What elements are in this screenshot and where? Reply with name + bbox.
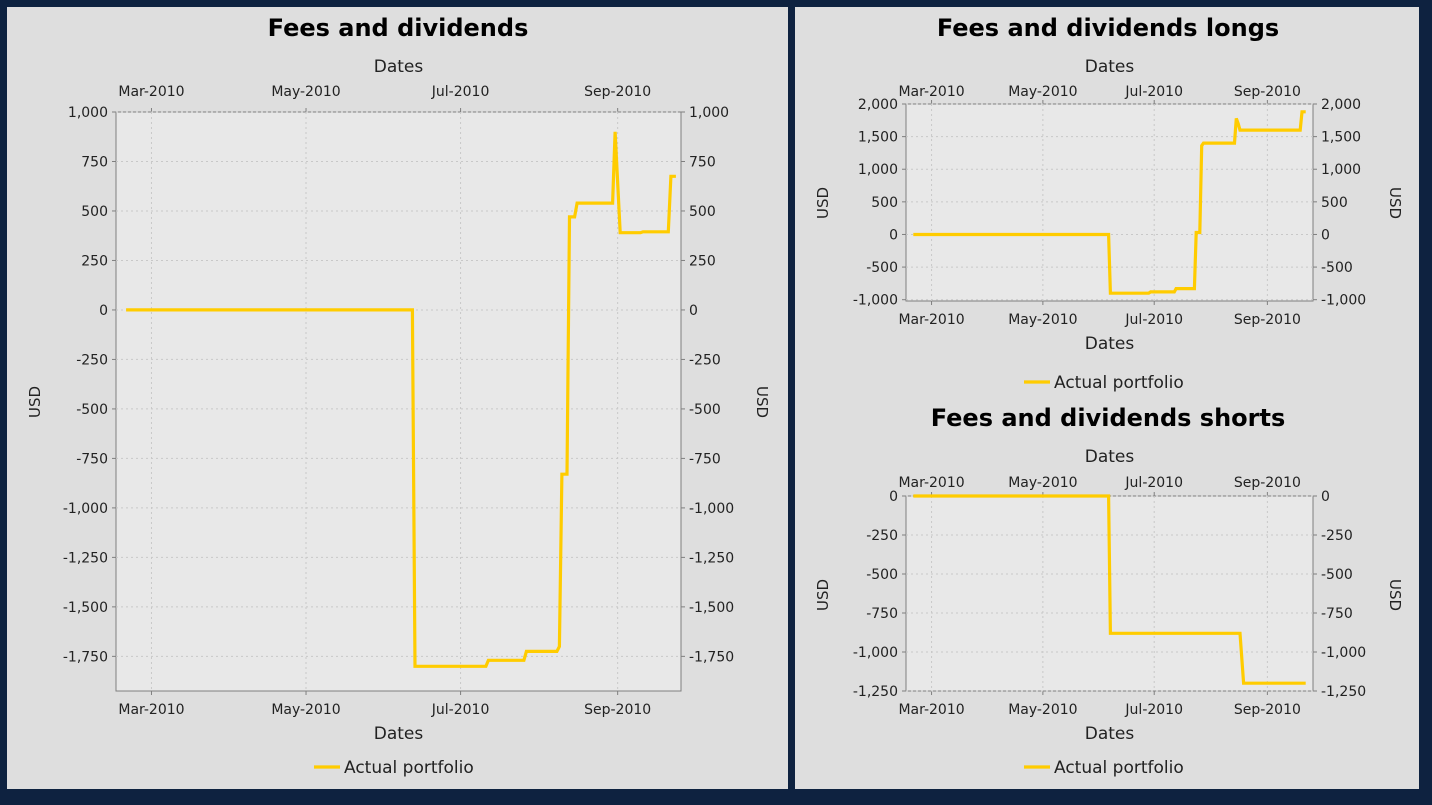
chart2-y-tick-label-right: 500 (1321, 195, 1348, 211)
chart1-x-tick-label-bottom: May-2010 (271, 702, 340, 718)
chart2-y-tick-label-right: 0 (1321, 227, 1330, 243)
chart3-x-tick-label-bottom: May-2010 (1008, 702, 1077, 718)
chart3-y-tick-label-left: -500 (866, 567, 898, 583)
chart1-series-line (126, 131, 676, 668)
chart2-y-tick-label-right: 2,000 (1321, 97, 1361, 113)
chart1-x-tick-label-top: May-2010 (271, 84, 340, 100)
chart1-y-tick-label-left: -1,250 (63, 550, 108, 566)
chart2-y-axis-label-left: USD (814, 187, 832, 219)
chart1-y-tick-label-right: 1,000 (689, 105, 729, 121)
chart3-y-axis-label-right: USD (1386, 579, 1404, 611)
chart2-y-tick-label-left: -500 (866, 260, 898, 276)
chart2-y-tick-label-left: 500 (871, 195, 898, 211)
chart1-y-tick-label-right: -500 (689, 402, 721, 418)
chart3-y-tick-label-right: 0 (1321, 489, 1330, 505)
chart2-y-tick-label-left: 2,000 (858, 97, 898, 113)
chart3-x-axis-label-top: Dates (1085, 447, 1135, 467)
chart3-title: Fees and dividends shorts (931, 404, 1286, 432)
chart2-x-axis-label-bottom: Dates (1085, 334, 1135, 354)
chart3-x-tick-label-top: Jul-2010 (1124, 475, 1183, 491)
chart3-y-tick-label-left: 0 (889, 489, 898, 505)
chart1-y-tick-label-right: -250 (689, 352, 721, 368)
chart2-y-tick-label-right: 1,000 (1321, 162, 1361, 178)
chart1-title: Fees and dividends (268, 14, 529, 42)
chart1-x-tick-label-bottom: Mar-2010 (118, 702, 184, 718)
chart3-y-tick-label-right: -750 (1321, 606, 1353, 622)
chart2-x-tick-label-bottom: Sep-2010 (1234, 312, 1301, 328)
chart3-x-axis-label-bottom: Dates (1085, 724, 1135, 744)
chart2-x-tick-label-bottom: Mar-2010 (898, 312, 964, 328)
chart1-x-tick-label-top: Sep-2010 (584, 84, 651, 100)
chart3-y-tick-label-left: -750 (866, 606, 898, 622)
chart1-y-tick-label-right: -1,500 (689, 600, 734, 616)
chart1-y-tick-label-right: 250 (689, 253, 716, 269)
chart3-series-line (913, 494, 1306, 685)
chart1-x-axis-label-bottom: Dates (374, 724, 424, 744)
chart1-y-tick-label-right: -1,750 (689, 649, 734, 665)
chart1-y-tick-label-right: 0 (689, 303, 698, 319)
chart1-legend-label: Actual portfolio (344, 758, 474, 778)
chart1-x-tick-label-bottom: Sep-2010 (584, 702, 651, 718)
chart1-y-tick-label-right: -750 (689, 451, 721, 467)
chart2-legend-label: Actual portfolio (1054, 373, 1184, 393)
chart1-y-tick-label-left: 250 (81, 253, 108, 269)
chart2-y-tick-label-left: 0 (889, 227, 898, 243)
chart1-x-axis-label-top: Dates (374, 57, 424, 77)
chart1-y-tick-label-left: 750 (81, 154, 108, 170)
chart1-y-tick-label-right: -1,250 (689, 550, 734, 566)
chart1-y-tick-label-left: 1,000 (68, 105, 108, 121)
chart3-y-axis-label-left: USD (814, 579, 832, 611)
chart1-y-axis-label-right: USD (753, 386, 771, 418)
chart2-x-tick-label-top: Jul-2010 (1124, 84, 1183, 100)
chart1-y-tick-label-right: -1,000 (689, 501, 734, 517)
chart2-x-tick-label-top: May-2010 (1008, 84, 1077, 100)
chart1-y-tick-label-right: 500 (689, 204, 716, 220)
chart1-y-tick-label-left: -750 (76, 451, 108, 467)
chart3-x-tick-label-bottom: Mar-2010 (898, 702, 964, 718)
chart3-y-tick-label-right: -250 (1321, 528, 1353, 544)
chart2-x-tick-label-top: Mar-2010 (898, 84, 964, 100)
chart1-x-tick-label-top: Mar-2010 (118, 84, 184, 100)
chart3-x-tick-label-top: Sep-2010 (1234, 475, 1301, 491)
chart3-legend-label: Actual portfolio (1054, 758, 1184, 778)
chart2-y-tick-label-left: -1,000 (853, 293, 898, 309)
chart3-y-tick-label-right: -1,250 (1321, 684, 1366, 700)
chart2-y-tick-label-right: 1,500 (1321, 130, 1361, 146)
chart1-y-tick-label-right: 750 (689, 154, 716, 170)
chart3-y-tick-label-left: -1,000 (853, 645, 898, 661)
chart2-x-tick-label-bottom: Jul-2010 (1124, 312, 1183, 328)
chart3-y-tick-label-right: -500 (1321, 567, 1353, 583)
chart3-x-tick-label-top: May-2010 (1008, 475, 1077, 491)
chart1-y-tick-label-left: -500 (76, 402, 108, 418)
chart2-y-tick-label-left: 1,000 (858, 162, 898, 178)
chart2-x-tick-label-bottom: May-2010 (1008, 312, 1077, 328)
chart2-title: Fees and dividends longs (937, 14, 1279, 42)
chart2-y-tick-label-left: 1,500 (858, 130, 898, 146)
chart2-y-tick-label-right: -1,000 (1321, 293, 1366, 309)
chart2-x-axis-label-top: Dates (1085, 57, 1135, 77)
chart1-y-tick-label-left: -1,000 (63, 501, 108, 517)
chart2-x-tick-label-top: Sep-2010 (1234, 84, 1301, 100)
chart2-series-line (913, 110, 1306, 295)
chart2-y-axis-label-right: USD (1386, 187, 1404, 219)
chart1-x-tick-label-bottom: Jul-2010 (431, 702, 490, 718)
chart3-x-tick-label-bottom: Sep-2010 (1234, 702, 1301, 718)
chart1-x-tick-label-top: Jul-2010 (431, 84, 490, 100)
chart1-y-tick-label-left: -250 (76, 352, 108, 368)
chart3-y-tick-label-left: -250 (866, 528, 898, 544)
chart2-y-tick-label-right: -500 (1321, 260, 1353, 276)
chart1-y-tick-label-left: -1,500 (63, 600, 108, 616)
chart1-plot-area (115, 111, 682, 692)
chart3-y-tick-label-left: -1,250 (853, 684, 898, 700)
chart3-x-tick-label-top: Mar-2010 (898, 475, 964, 491)
chart1-y-tick-label-left: 0 (99, 303, 108, 319)
chart1-y-axis-label-left: USD (26, 386, 44, 418)
chart1-y-tick-label-left: 500 (81, 204, 108, 220)
chart3-x-tick-label-bottom: Jul-2010 (1124, 702, 1183, 718)
chart1-y-tick-label-left: -1,750 (63, 649, 108, 665)
chart3-y-tick-label-right: -1,000 (1321, 645, 1366, 661)
